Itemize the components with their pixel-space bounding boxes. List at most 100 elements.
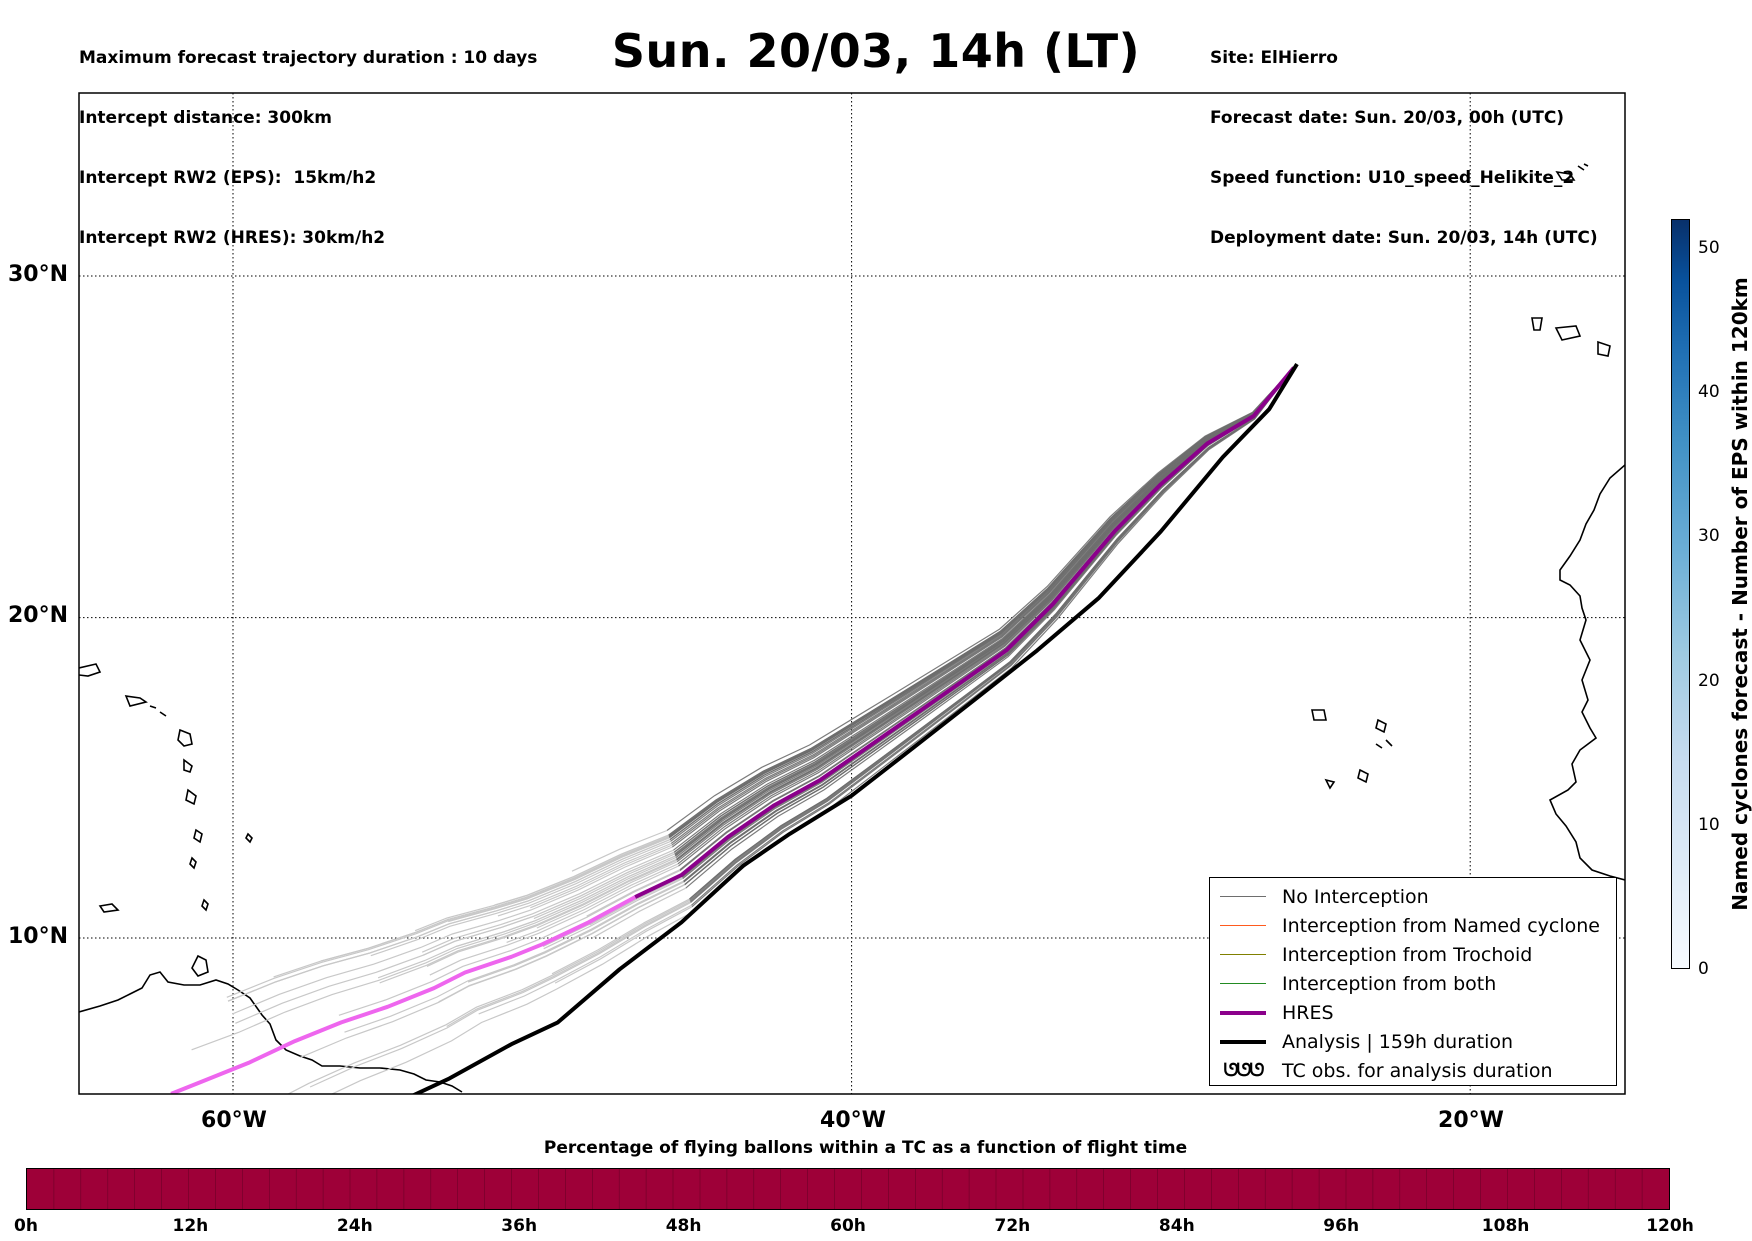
ensemble-member-late [554, 906, 693, 984]
legend-item-no-interception: No Interception [1210, 882, 1616, 911]
ensemble-member-late [515, 884, 685, 970]
site-info: Site: ElHierro Forecast date: Sun. 20/03… [1210, 8, 1598, 268]
ensemble-member-late [227, 839, 671, 1002]
timebar-tick-120h: 120h [1646, 1216, 1694, 1236]
ensemble-member-late [467, 881, 685, 983]
colorbar-named-cyclones [1671, 219, 1690, 969]
ensemble-member-late [478, 904, 692, 1015]
ensemble-member-early [671, 367, 1295, 848]
ensemble-member-late [338, 870, 681, 1016]
timebar-tick-60h: 60h [830, 1216, 866, 1236]
lesser-antilles-4 [193, 828, 203, 844]
cape-verde-4 [1324, 778, 1336, 790]
timebar-tick-24h: 24h [336, 1216, 373, 1236]
ensemble-member-late [533, 853, 675, 920]
trinidad-coast [191, 954, 209, 977]
ensemble-member-late [593, 887, 687, 938]
lat-label-30n: 30°N [8, 262, 69, 287]
lon-label-40w: 40°W [820, 1108, 886, 1133]
legend-item-hres: HRES [1210, 998, 1616, 1027]
lesser-antilles-2 [183, 758, 193, 774]
colorbar-tick-10: 10 [1698, 815, 1720, 835]
canary-islands [1531, 317, 1611, 357]
ensemble-member-late [456, 855, 676, 947]
leeward-island [245, 832, 253, 844]
ensemble-member-late [446, 901, 691, 1028]
lesser-antilles-6 [189, 856, 197, 870]
timebar-tick-84h: 84h [1158, 1216, 1195, 1236]
lon-label-20w: 20°W [1438, 1108, 1504, 1133]
legend-item-both: Interception from both [1210, 969, 1616, 998]
ensemble-member-late [629, 859, 677, 882]
analysis-trajectory [411, 363, 1299, 1094]
ensemble-member-late [421, 849, 674, 953]
ensemble-member-late [429, 865, 679, 976]
south-america-coast [79, 971, 463, 1093]
param-max-duration: Maximum forecast trajectory duration : 1… [79, 48, 538, 68]
ensemble-member-early [689, 367, 1295, 901]
ensemble-member-late [286, 899, 691, 1094]
timebar-tick-0h: 0h [14, 1216, 38, 1236]
madeira-coast [1555, 163, 1589, 181]
cape-verde-1 [1311, 709, 1327, 721]
lat-label-10n: 10°N [8, 924, 69, 949]
coastlines [79, 163, 1625, 1093]
ensemble-member-late [643, 898, 690, 924]
africa-coast [1548, 464, 1625, 881]
ensemble-member-late [370, 840, 671, 957]
hres-trajectory [170, 366, 1296, 1094]
ensemble-member-late [506, 863, 679, 943]
ensemble-member-late [586, 869, 681, 917]
timebar-tick-96h: 96h [1323, 1216, 1360, 1236]
ensemble-member-late [379, 858, 677, 984]
legend-item-analysis: Analysis | 159h duration [1210, 1027, 1616, 1056]
ensemble-member-early [676, 367, 1295, 861]
colorbar-tick-30: 30 [1698, 526, 1720, 546]
cape-verde-2 [1375, 718, 1387, 734]
forecast-date: Forecast date: Sun. 20/03, 00h (UTC) [1210, 108, 1565, 128]
param-rw2-hres: Intercept RW2 (HRES): 30km/h2 [79, 228, 386, 248]
colorbar-label: Named cyclones forecast - Number of EPS … [1728, 277, 1752, 911]
lat-label-20n: 20°N [8, 603, 69, 628]
site-name: Site: ElHierro [1210, 48, 1338, 68]
puerto-rico-coast [124, 695, 148, 707]
param-intercept-distance: Intercept distance: 300km [79, 108, 332, 128]
flight-time-bar [26, 1168, 1670, 1210]
map-legend: No Interception Interception from Named … [1209, 877, 1617, 1086]
timebar-tick-108h: 108h [1481, 1216, 1530, 1236]
cape-verde-3 [1357, 768, 1369, 784]
ensemble-member-late [191, 857, 677, 1051]
ensemble-member-late [309, 902, 691, 1088]
hispaniola-coast [79, 663, 102, 677]
ensemble-member-late [494, 834, 669, 906]
ensemble-member-early [669, 367, 1295, 841]
map-frame [78, 92, 1626, 1095]
lesser-antilles-3 [185, 788, 197, 806]
colorbar-tick-0: 0 [1698, 959, 1709, 979]
ensemble-member-early [668, 367, 1295, 836]
lesser-antilles-5 [201, 898, 209, 912]
ensemble-member-late [536, 861, 678, 929]
ensemble-member-early [674, 367, 1295, 855]
tc-symbol-icon: ᘎᘎᘎ [1223, 1060, 1265, 1081]
colorbar-tick-50: 50 [1698, 238, 1720, 258]
ensemble-member-late [497, 842, 672, 917]
ensemble-member-late [589, 876, 683, 926]
timebar-title: Percentage of flying ballons within a TC… [543, 1138, 1188, 1158]
legend-item-trochoid: Interception from Trochoid [1210, 940, 1616, 969]
timebar-tick-36h: 36h [501, 1216, 538, 1236]
lesser-antilles-1 [177, 728, 193, 747]
ensemble-member-late [571, 829, 668, 872]
speed-function: Speed function: U10_speed_Helikite_2 [1210, 168, 1575, 188]
page-title: Sun. 20/03, 14h (LT) [611, 24, 1141, 78]
timebar-tick-72h: 72h [994, 1216, 1031, 1236]
ensemble-member-late [330, 910, 694, 1094]
param-rw2-eps: Intercept RW2 (EPS): 15km/h2 [79, 168, 377, 188]
colorbar-tick-40: 40 [1698, 382, 1720, 402]
ensemble-member-late [543, 878, 683, 950]
ensemble-member-late [448, 837, 670, 923]
hres-late [170, 895, 637, 1094]
run-parameters: Maximum forecast trajectory duration : 1… [79, 8, 537, 268]
ensemble-member-early [691, 367, 1295, 906]
